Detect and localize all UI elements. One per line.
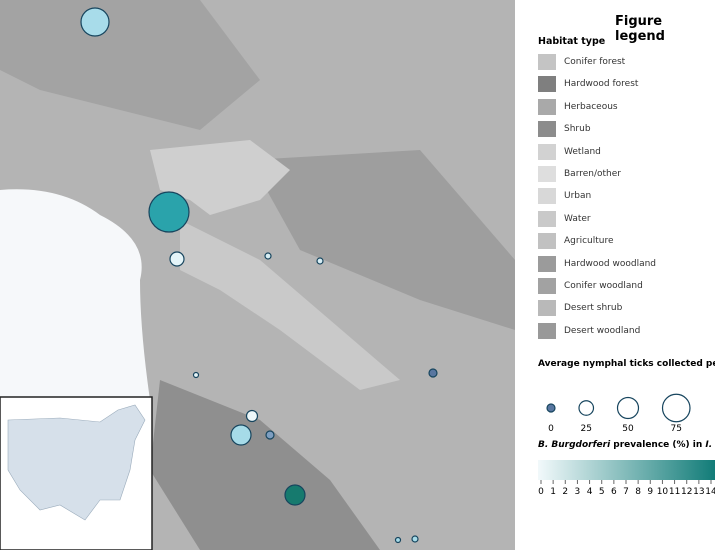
- habitat-row: Agriculture: [538, 233, 614, 250]
- habitat-label: Barren/other: [564, 169, 621, 179]
- swatch: [538, 278, 556, 294]
- species: B. Burgdorferi: [538, 440, 611, 450]
- inset-usa: [7, 404, 146, 521]
- terrain: [250, 150, 515, 330]
- site: [148, 191, 190, 233]
- site: [411, 535, 419, 543]
- size-label: 50: [622, 424, 634, 434]
- habitat-row: Hardwood forest: [538, 76, 639, 93]
- color-tick-label: 10: [657, 487, 669, 497]
- habitat-row: Hardwood woodland: [538, 255, 657, 272]
- swatch: [538, 255, 556, 272]
- habitat-row: Water: [538, 210, 591, 227]
- habitat-row: Urban: [538, 188, 592, 205]
- color-tick-label: 14: [705, 487, 715, 497]
- color-tick-label: 6: [611, 487, 617, 497]
- swatch: [538, 121, 556, 138]
- color-tick-label: 5: [599, 487, 605, 497]
- legend-title: Figure legend: [615, 14, 665, 44]
- site: [245, 409, 259, 423]
- habitat-label: Desert woodland: [564, 325, 641, 336]
- site: [264, 252, 272, 260]
- swatch: [538, 300, 556, 317]
- prevalence-title: B. Burgdorferi prevalence (%) in I. paci…: [538, 440, 715, 450]
- size-label: 0: [548, 424, 554, 434]
- site: [428, 368, 438, 378]
- size-circle: [546, 403, 556, 413]
- color-tick-label: 4: [587, 487, 593, 497]
- site: [316, 257, 324, 265]
- color-tick-label: 2: [562, 487, 568, 497]
- map: [0, 0, 515, 550]
- color-tick-label: 11: [669, 487, 680, 497]
- text: prevalence (%) in: [610, 440, 706, 450]
- color-tick-label: 7: [623, 487, 629, 497]
- habitat-label: Conifer forest: [564, 57, 626, 67]
- size-circle: [661, 393, 691, 423]
- color-tick-label: 3: [575, 487, 581, 497]
- swatch: [538, 54, 556, 70]
- color-tick-label: 13: [693, 487, 704, 497]
- habitat-row: Desert woodland: [538, 322, 641, 339]
- host: I. pacifi: [705, 440, 715, 450]
- site: [394, 536, 402, 544]
- swatch: [538, 210, 556, 227]
- habitat-label: Hardwood forest: [564, 79, 639, 90]
- habitat-label: Herbaceous: [564, 101, 618, 112]
- habitat-label: Water: [564, 213, 591, 224]
- site: [169, 251, 185, 267]
- site: [230, 424, 252, 446]
- habitat-row: Herbaceous: [538, 98, 618, 115]
- legend: 0 25 50 75 0 1 2 3 4 5 6 7 8 9 10 11 12 13 14 Figure legen…: [515, 0, 715, 550]
- site: [265, 430, 275, 440]
- size-label: 25: [581, 424, 592, 434]
- color-tick-label: 9: [647, 487, 653, 497]
- swatch: [538, 322, 556, 339]
- terrain: [0, 0, 260, 130]
- habitat-row: Wetland: [538, 143, 601, 160]
- size-circle: [578, 400, 595, 416]
- swatch: [538, 233, 556, 250]
- swatch: [538, 188, 556, 205]
- site: [192, 371, 200, 379]
- habitat-label: Agriculture: [564, 236, 614, 247]
- terrain: [150, 380, 380, 550]
- habitat-label: Shrub: [564, 124, 591, 135]
- swatch: [538, 143, 556, 160]
- habitat-row: Conifer forest: [538, 54, 625, 70]
- size-circle: [616, 396, 640, 420]
- site: [80, 7, 110, 37]
- size-label: 75: [671, 424, 682, 434]
- site: [284, 484, 306, 506]
- ocean: [0, 189, 150, 400]
- habitat-title: Habitat type: [538, 36, 606, 47]
- habitat-row: Barren/other: [538, 166, 621, 182]
- habitat-row: Shrub: [538, 121, 591, 138]
- habitat-label: Hardwood woodland: [564, 258, 657, 269]
- valley: [180, 220, 400, 390]
- color-tick-label: 0: [538, 487, 544, 497]
- habitat-label: Desert shrub: [564, 303, 623, 314]
- legend-graphics: 0 25 50 750 1 2 3 4 5 6 7 8 9 10 11 12 13 14: [538, 393, 715, 497]
- color-tick-label: 1: [550, 487, 556, 497]
- size-title: Average nymphal ticks collected per 995: [538, 359, 715, 369]
- habitat-row: Conifer woodland: [538, 278, 643, 294]
- swatch: [538, 166, 556, 182]
- habitat-label: Urban: [564, 191, 592, 202]
- swatch: [538, 98, 556, 115]
- swatch: [538, 76, 556, 93]
- color-tick-label: 12: [681, 487, 692, 497]
- color-bar: [538, 460, 715, 480]
- habitat-row: Desert shrub: [538, 300, 623, 317]
- bay: [150, 140, 290, 215]
- color-tick-label: 8: [635, 487, 641, 497]
- sites: [80, 7, 438, 544]
- habitat-label: Wetland: [564, 146, 601, 157]
- habitat-label: Conifer woodland: [564, 281, 643, 291]
